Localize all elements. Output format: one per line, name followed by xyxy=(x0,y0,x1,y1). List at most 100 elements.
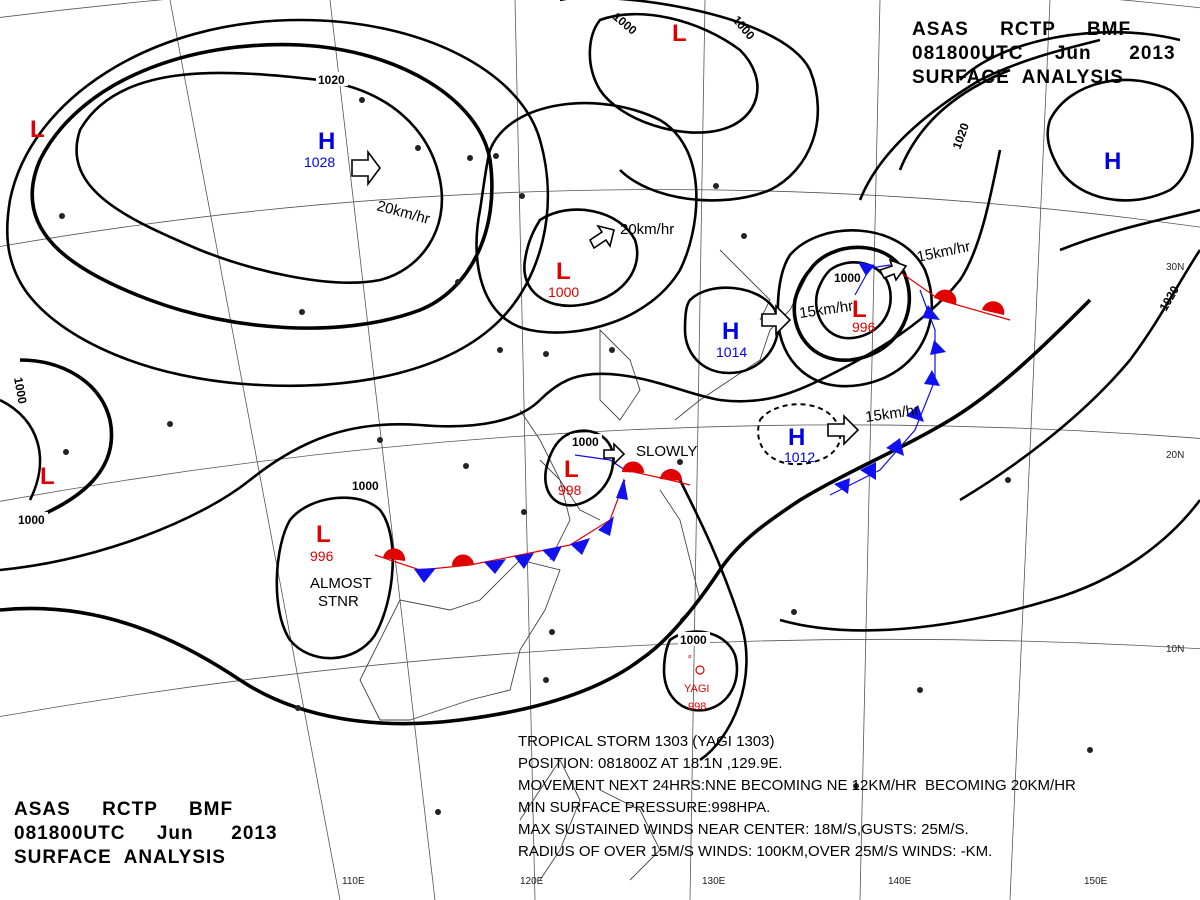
high-center: H xyxy=(1104,148,1121,175)
station xyxy=(917,687,923,693)
header-title: SURFACE ANALYSIS xyxy=(912,67,1124,88)
longitude-label: 130E xyxy=(702,876,726,887)
cold-front-triangle xyxy=(616,478,628,500)
storm-pressure: 998 xyxy=(688,701,706,713)
longitude-label: 140E xyxy=(888,876,912,887)
movement-speed: 20km/hr xyxy=(375,197,432,227)
movement-arrow xyxy=(761,304,792,336)
storm-name: YAGI xyxy=(684,683,709,695)
isobar xyxy=(588,12,759,134)
isobar xyxy=(678,479,748,762)
isobar xyxy=(814,261,892,340)
fronts xyxy=(374,262,1011,583)
high-pressure-value: 1014 xyxy=(716,344,747,360)
cold-front-triangle xyxy=(860,462,876,480)
longitude-label: 110E xyxy=(342,876,365,887)
station xyxy=(543,351,549,357)
station xyxy=(853,783,859,789)
low-center: L xyxy=(672,20,687,47)
latitude-label: 10N xyxy=(1166,644,1184,655)
cold-front-triangle xyxy=(598,516,614,536)
station xyxy=(359,97,365,103)
warm-front-scallop xyxy=(660,468,683,481)
movement-arrows xyxy=(351,149,908,466)
movement-speed: SLOWLY xyxy=(636,443,697,460)
station xyxy=(791,609,797,615)
movement-arrow xyxy=(351,149,381,187)
isobar xyxy=(898,68,1011,171)
movement-speed: 15km/hr xyxy=(864,402,920,426)
isobar xyxy=(275,496,395,660)
station xyxy=(467,155,473,161)
storm-info-line: RADIUS OF OVER 15M/S WINDS: 100KM,OVER 2… xyxy=(518,843,993,860)
front-line xyxy=(624,469,691,486)
high-pressure-value: 1012 xyxy=(784,449,815,465)
station xyxy=(713,183,719,189)
isobar xyxy=(5,18,550,388)
movement-speed: 15km/hr xyxy=(798,298,854,322)
isobar-label: 1000 xyxy=(834,271,861,285)
station xyxy=(497,347,503,353)
cold-front-triangle xyxy=(484,559,506,574)
storm-info: TROPICAL STORM 1303 (YAGI 1303) POSITION… xyxy=(518,731,1076,863)
station xyxy=(1087,747,1093,753)
isobar-label: 1020 xyxy=(318,73,345,87)
latitude-label: 20N xyxy=(1166,450,1184,461)
pressure-centers: H 1028 L 1000 H 1014 L 996 H 1012 L 998 … xyxy=(30,20,1121,564)
low-center: L xyxy=(564,456,579,483)
station xyxy=(377,437,383,443)
cold-front-triangle xyxy=(906,405,924,422)
movement-arrow xyxy=(603,442,626,466)
high-center: H xyxy=(318,128,335,155)
header-datetime: 081800UTC Jun 2013 xyxy=(912,43,1176,64)
storm-info-line: MAX SUSTAINED WINDS NEAR CENTER: 18M/S,G… xyxy=(518,821,969,838)
station xyxy=(59,213,65,219)
cold-front-triangle xyxy=(858,262,875,276)
station xyxy=(677,459,683,465)
isobar xyxy=(523,208,639,308)
cold-front-triangle xyxy=(922,305,940,320)
movement-labels: 20km/hr 20km/hr 15km/hr 15km/hr 15km/hr … xyxy=(310,197,972,610)
isobar xyxy=(19,358,114,522)
station xyxy=(1005,477,1011,483)
isobar xyxy=(30,42,494,330)
isobar xyxy=(959,249,1200,502)
header-agency: ASAS RCTP BMF xyxy=(14,799,234,820)
low-center: L xyxy=(40,463,55,490)
isobar-label: 1020 xyxy=(950,121,972,151)
warm-front-scallop xyxy=(982,301,1005,315)
isobar xyxy=(858,38,1101,201)
station xyxy=(167,421,173,427)
cold-front-triangle xyxy=(886,438,904,456)
isobar-label: 1000 xyxy=(18,513,45,527)
high-center: H xyxy=(722,318,739,345)
storm-info-line: TROPICAL STORM 1303 (YAGI 1303) xyxy=(518,733,775,750)
warm-front-scallop xyxy=(622,461,645,473)
front-line xyxy=(889,264,1011,321)
cold-front-triangle xyxy=(930,340,946,355)
longitude-label: 120E xyxy=(520,876,544,887)
station xyxy=(493,153,499,159)
isobar xyxy=(0,398,42,501)
low-pressure-value: 1000 xyxy=(548,284,579,300)
cold-front-triangle xyxy=(542,546,562,562)
low-pressure-value: 996 xyxy=(852,319,876,335)
storm-symbol: ﾟ xyxy=(688,654,695,670)
storm-center xyxy=(695,665,705,675)
station-plots xyxy=(59,97,1093,815)
storm-info-line: MOVEMENT NEXT 24HRS:NNE BECOMING NE 12KM… xyxy=(518,777,1076,794)
isobar xyxy=(75,71,444,284)
stationary-front xyxy=(374,479,626,571)
station xyxy=(455,279,461,285)
cold-front-triangle xyxy=(570,538,590,555)
header-top: ASAS RCTP BMF 081800UTC Jun 2013 SURFACE… xyxy=(912,18,1176,90)
low-center: L xyxy=(30,116,45,143)
movement-speed: 15km/hr xyxy=(915,238,972,266)
latitude-label: 30N xyxy=(1166,262,1184,273)
isobar xyxy=(779,499,1200,632)
station xyxy=(521,509,527,515)
cold-front-triangle xyxy=(924,370,940,386)
isobar xyxy=(0,298,1092,726)
